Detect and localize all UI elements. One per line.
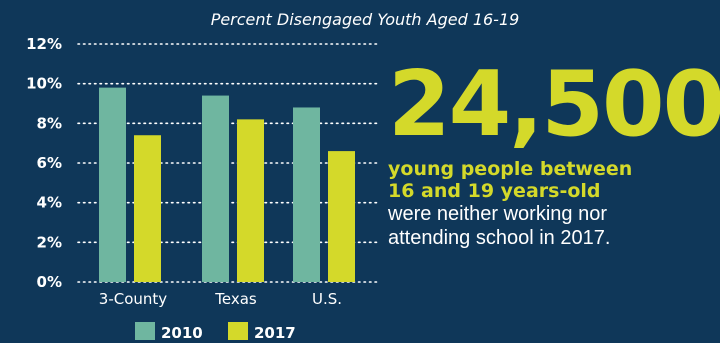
stat-plain-line-2: attending school in 2017.	[388, 227, 611, 249]
y-tick-label: 0%	[37, 273, 62, 291]
stat-plain-line-1: were neither working nor	[388, 203, 607, 225]
bar-2017	[328, 151, 355, 282]
stat-number: 24,500	[388, 52, 720, 157]
y-tick-label: 4%	[37, 194, 62, 212]
y-tick-label: 10%	[26, 75, 62, 93]
stat-bold-line-1: young people between	[388, 158, 633, 180]
legend-label: 2010	[161, 324, 203, 342]
y-tick-label: 6%	[37, 154, 62, 172]
bar-2010	[99, 87, 126, 282]
bar-2010	[293, 107, 320, 282]
bar-2017	[134, 135, 161, 282]
stat-callout: 24,500 young people between 16 and 19 ye…	[388, 52, 720, 250]
legend-swatch-2017	[228, 322, 248, 340]
y-tick-label: 2%	[37, 233, 62, 251]
legend-label: 2017	[254, 324, 296, 342]
x-tick-label: U.S.	[312, 290, 342, 308]
x-tick-label: 3-County	[99, 290, 168, 308]
x-tick-label: Texas	[214, 290, 257, 308]
chart-title: Percent Disengaged Youth Aged 16-19	[211, 10, 520, 29]
bar-2017	[237, 119, 264, 282]
bar-2010	[202, 95, 229, 282]
legend-swatch-2010	[135, 322, 155, 340]
y-tick-label: 8%	[37, 114, 62, 132]
stat-bold-line-2: 16 and 19 years-old	[388, 180, 601, 202]
y-tick-label: 12%	[26, 35, 62, 53]
